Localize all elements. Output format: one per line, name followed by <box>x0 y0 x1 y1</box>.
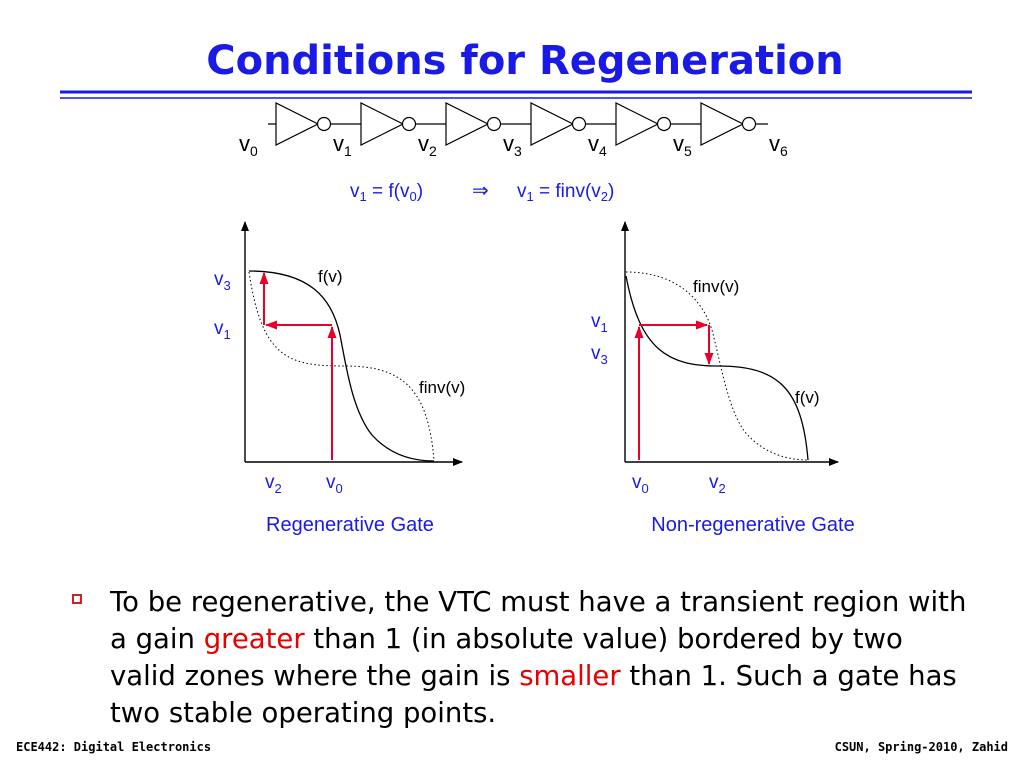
node-label-v0: v0 <box>239 131 258 159</box>
right-x-label-v2: v2 <box>709 472 726 496</box>
right-x-label-v0: v0 <box>632 472 649 496</box>
equation-left: v1 = f(v0) <box>350 181 423 204</box>
left-f-curve <box>248 270 435 462</box>
footer-credit: CSUN, Spring-2010, Zahid <box>834 740 1008 754</box>
regenerative-graph: f(v) finv(v) v3 v1 v2 v0 Regenerative Ga… <box>214 221 465 536</box>
bullet-point: To be regenerative, the VTC must have a … <box>72 584 972 732</box>
implies-arrow-icon: ⇒ <box>472 180 489 202</box>
highlight-smaller: smaller <box>519 660 621 692</box>
bullet-text-part-3: than 1. Such a gate has two stable opera… <box>110 660 957 729</box>
non-regenerative-graph: finv(v) f(v) v1 v3 v0 v2 Non-regenerativ… <box>591 221 855 536</box>
node-label-v4: v4 <box>588 131 607 159</box>
left-finv-curve <box>248 271 435 461</box>
left-y-label-v1: v1 <box>214 318 231 342</box>
right-f-curve <box>625 275 809 461</box>
right-finv-curve <box>625 271 809 461</box>
title-underline <box>60 90 972 99</box>
inverter-4 <box>530 102 587 146</box>
left-caption: Regenerative Gate <box>266 514 434 536</box>
bullet-text-part-1: To be regenerative, the VTC must have a … <box>110 586 967 655</box>
inverter-2 <box>360 102 417 146</box>
right-y-label-v1: v1 <box>591 311 608 335</box>
node-label-v5: v5 <box>673 131 692 159</box>
right-caption: Non-regenerative Gate <box>651 514 854 536</box>
inverter-chain: v0 v1 v2 v3 v4 v5 v6 <box>239 102 788 159</box>
node-label-v6: v6 <box>769 131 788 159</box>
left-f-label: f(v) <box>318 267 343 286</box>
footer-course: ECE442: Digital Electronics <box>16 740 212 754</box>
left-x-label-v0: v0 <box>326 472 343 496</box>
node-label-v2: v2 <box>418 131 437 159</box>
left-y-label-v3: v3 <box>214 269 231 293</box>
node-label-v1: v1 <box>333 131 352 159</box>
bullet-text-part-2: than 1 (in absolute value) bordered by t… <box>110 623 903 692</box>
equation-right: v1 = finv(v2) <box>517 181 614 204</box>
node-label-v3: v3 <box>503 131 522 159</box>
inverter-6 <box>700 102 757 146</box>
inverter-5 <box>615 102 672 146</box>
bullet-text: To be regenerative, the VTC must have a … <box>110 584 972 732</box>
right-f-label: f(v) <box>795 388 820 407</box>
inverter-1 <box>275 102 332 146</box>
page-title: Conditions for Regeneration <box>206 38 844 84</box>
highlight-greater: greater <box>203 623 305 655</box>
left-x-label-v2: v2 <box>265 472 282 496</box>
left-finv-label: finv(v) <box>419 378 465 397</box>
right-finv-label: finv(v) <box>693 277 739 296</box>
inverter-3 <box>445 102 502 146</box>
right-y-label-v3: v3 <box>591 343 608 367</box>
bullet-square-icon <box>72 594 82 604</box>
